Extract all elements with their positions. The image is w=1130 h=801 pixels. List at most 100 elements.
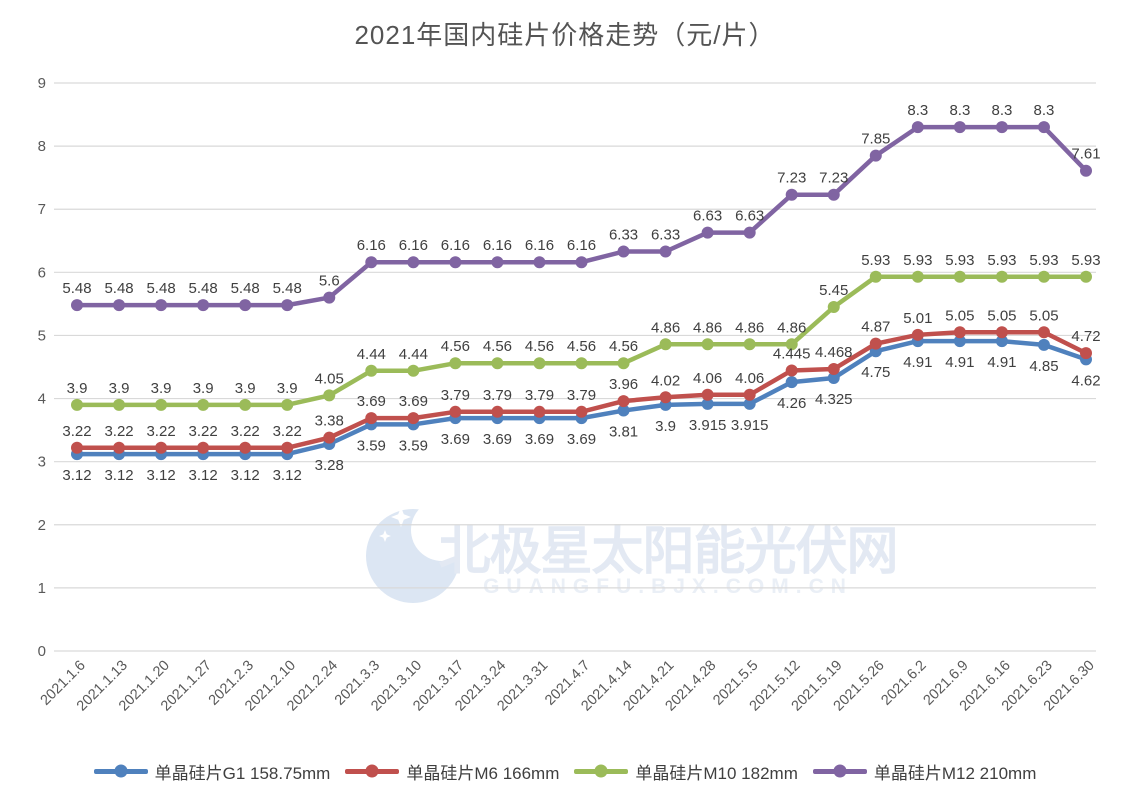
- legend-label: 单晶硅片M12 210mm: [873, 763, 1037, 783]
- series-m6-marker: [869, 337, 882, 350]
- series-m12-marker: [785, 188, 798, 201]
- series-g1-data-label: 3.12: [146, 467, 175, 484]
- series-m6-data-label: 3.22: [189, 423, 218, 440]
- series-m12-data-label: 5.48: [231, 280, 260, 297]
- series-m10-data-label: 3.9: [235, 380, 256, 397]
- series-m6-data-label: 3.79: [483, 387, 512, 404]
- series-m12-marker: [239, 299, 252, 312]
- series-m6-data-label: 3.22: [231, 423, 260, 440]
- y-axis-tick-label: 9: [38, 75, 46, 92]
- series-m6-data-label: 4.87: [861, 319, 890, 336]
- series-m6-marker: [827, 363, 840, 376]
- gridlines: [54, 82, 1096, 652]
- series-g1-data-label: 4.26: [777, 395, 806, 412]
- series-m10-data-label: 4.86: [777, 319, 806, 336]
- series-m10-data-label: 4.86: [735, 319, 764, 336]
- series-m6-marker: [995, 326, 1008, 339]
- legend-marker-m12-icon: [812, 764, 867, 778]
- series-m10-marker: [365, 364, 378, 377]
- series-m6-marker: [575, 405, 588, 418]
- y-axis-tick-label: 8: [38, 138, 46, 155]
- series-m12-marker: [197, 299, 210, 312]
- series-m6-data-label: 4.02: [651, 372, 680, 389]
- series-m10-data-label: 5.93: [987, 252, 1016, 269]
- series-m12-data-label: 7.85: [861, 131, 890, 148]
- legend-label: 单晶硅片G1 158.75mm: [154, 763, 331, 783]
- series-m12-data-label: 8.3: [949, 102, 970, 119]
- series-m6-data-label: 4.06: [693, 370, 722, 387]
- series-m6-data-label: 3.69: [357, 393, 386, 410]
- x-axis-tick-label: 2021.6.2: [878, 658, 929, 709]
- legend-item-g1: 单晶硅片G1 158.75mm: [93, 759, 331, 784]
- series-g1-data-label: 3.9: [655, 418, 676, 435]
- series-g1-data-label: 3.81: [609, 424, 638, 441]
- series-m10-data-label: 4.56: [567, 338, 596, 355]
- series-m12-data-label: 5.48: [62, 280, 91, 297]
- series-m12-marker: [953, 121, 966, 134]
- series-m12-data-label: 7.23: [777, 170, 806, 187]
- series-m6-data-label: 3.79: [441, 387, 470, 404]
- series-m10-data-label: 3.9: [109, 380, 130, 397]
- series-m6-marker: [701, 388, 714, 401]
- series-m12-data-label: 6.16: [567, 237, 596, 254]
- series-g1-data-label: 3.69: [567, 431, 596, 448]
- series-m10-data-label: 3.9: [151, 380, 172, 397]
- series-m12-data-label: 5.6: [319, 273, 340, 290]
- series-m12-marker: [449, 256, 462, 269]
- series-m10-marker: [617, 357, 630, 370]
- series-m6-marker: [491, 405, 504, 418]
- series-g1-data-label: 3.69: [483, 431, 512, 448]
- y-axis-tick-label: 5: [38, 327, 46, 344]
- series-m6-marker: [785, 364, 798, 377]
- series-m12-marker: [113, 299, 126, 312]
- y-axis-tick-label: 0: [38, 643, 46, 660]
- series-m10-data-label: 4.05: [315, 370, 344, 387]
- series-m6-data-label: 3.38: [315, 413, 344, 430]
- series-m10-marker: [197, 398, 210, 411]
- series-g1-data-label: 3.12: [273, 467, 302, 484]
- series-m10-marker: [911, 270, 924, 283]
- series-m6-marker: [659, 391, 672, 404]
- series-m10-data-label: 3.9: [277, 380, 298, 397]
- series-m12-marker: [533, 256, 546, 269]
- chart-title: 2021年国内硅片价格走势（元/片）: [354, 20, 776, 50]
- legend: 单晶硅片G1 158.75mm 单晶硅片M6 166mm 单晶硅片M10 182mm…: [0, 756, 1130, 786]
- series-m6-marker: [617, 395, 630, 408]
- series-m6-marker: [743, 388, 756, 401]
- series-m10-marker: [407, 364, 420, 377]
- series-m6-data-label: 5.05: [987, 307, 1016, 324]
- watermark-url: GUANGFU.BJX.COM.CN: [483, 575, 853, 598]
- legend-marker-g1-icon: [93, 764, 148, 778]
- series-m10: [71, 270, 1092, 411]
- legend-marker-dot-icon: [365, 764, 379, 778]
- series-m6-data-label: 5.01: [903, 310, 932, 327]
- series-m6-data-label: 3.22: [62, 423, 91, 440]
- y-axis-tick-label: 4: [38, 391, 46, 408]
- series-m12-data-label: 8.3: [1034, 102, 1055, 119]
- series-m6-marker: [449, 405, 462, 418]
- legend-marker-dot-icon: [833, 764, 847, 778]
- series-g1-marker: [785, 376, 798, 389]
- series-m10-data-label: 5.93: [861, 252, 890, 269]
- series-m12-data-label: 6.16: [399, 237, 428, 254]
- series-m12-marker: [869, 149, 882, 162]
- y-axis-tick-label: 1: [38, 580, 46, 597]
- series-m12-marker: [575, 256, 588, 269]
- series-g1-data-label: 4.91: [903, 354, 932, 371]
- series-m12-data-label: 5.48: [273, 280, 302, 297]
- series-m10-data-label: 5.93: [945, 252, 974, 269]
- y-axis-tick-label: 6: [38, 264, 46, 281]
- series-m12-marker: [743, 226, 756, 239]
- legend-item-m12: 单晶硅片M12 210mm: [812, 759, 1037, 784]
- series-m10-marker: [1037, 270, 1050, 283]
- legend-label: 单晶硅片M10 182mm: [635, 763, 798, 783]
- series-m6-data-label: 3.22: [104, 423, 133, 440]
- series-g1-data-label: 3.915: [731, 417, 769, 434]
- series-m12-data-label: 6.16: [357, 237, 386, 254]
- series-m12-data-label: 5.48: [104, 280, 133, 297]
- watermark-moon-cut: [411, 499, 473, 561]
- series-g1-marker: [701, 397, 714, 410]
- watermark-star-icon: [413, 538, 421, 546]
- series-m12-data-label: 6.16: [483, 237, 512, 254]
